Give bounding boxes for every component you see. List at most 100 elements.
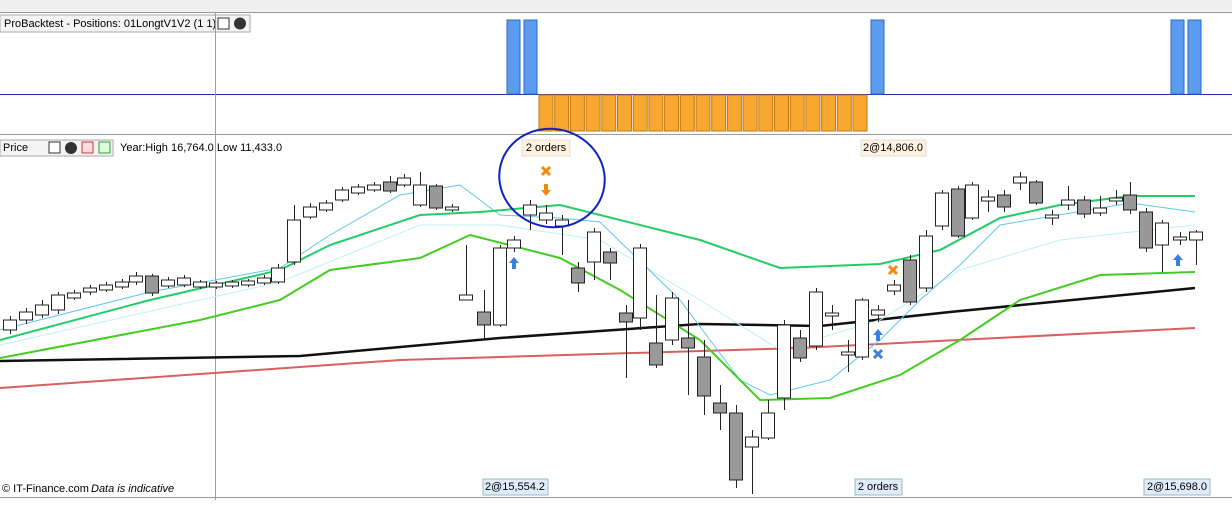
candle-body	[67, 292, 81, 299]
hand-drawn-circle	[498, 127, 606, 229]
order-label-box	[1143, 478, 1211, 496]
candle-body	[319, 202, 333, 211]
short-bar	[821, 94, 837, 132]
candle-body	[571, 267, 585, 284]
candle-body	[193, 281, 207, 288]
candle-body	[523, 204, 537, 216]
candle-body	[745, 436, 759, 448]
up-arrow	[509, 257, 519, 269]
short-bar	[758, 94, 774, 132]
candle-body	[1139, 211, 1153, 249]
candle-body	[1045, 214, 1059, 219]
candle-body	[665, 297, 679, 341]
candle-body	[777, 324, 791, 399]
candle-body	[413, 184, 427, 206]
candle-body	[919, 235, 933, 289]
candles	[3, 165, 1203, 494]
cross-marker	[887, 264, 899, 276]
candle-body	[271, 267, 285, 283]
short-bar	[805, 94, 821, 132]
candle-body	[303, 206, 317, 218]
cross-marker	[872, 348, 884, 360]
down-arrow	[541, 184, 551, 196]
candle-body	[887, 284, 901, 292]
ma-line	[0, 286, 1196, 363]
close-button[interactable]	[65, 142, 77, 154]
ma-line	[0, 327, 1196, 389]
position-bars	[506, 19, 1202, 132]
candle-body	[965, 184, 979, 219]
up-button[interactable]	[98, 141, 111, 154]
candle-body	[493, 247, 507, 326]
candle-body	[539, 212, 553, 221]
candle-body	[1109, 197, 1123, 202]
short-bar	[554, 94, 570, 132]
candle-body	[35, 304, 49, 316]
candle-body	[445, 206, 459, 211]
candle-body	[257, 277, 271, 284]
candle-body	[397, 177, 411, 186]
panel-header	[0, 14, 251, 33]
long-bar	[1187, 19, 1202, 95]
ma-line	[0, 224, 1196, 351]
candle-body	[83, 287, 97, 293]
candle-body	[681, 337, 695, 349]
candle-body	[903, 259, 917, 303]
candle-body	[209, 282, 223, 288]
order-label-box	[860, 139, 927, 157]
candle-body	[1173, 236, 1187, 241]
maximize-button[interactable]	[217, 17, 230, 30]
short-bar	[679, 94, 695, 132]
close-button[interactable]	[234, 17, 246, 30]
short-bar	[664, 94, 680, 132]
candle-body	[793, 337, 807, 359]
short-bar	[789, 94, 805, 132]
candle-body	[619, 312, 633, 323]
candle-body	[1029, 181, 1043, 204]
candle-body	[367, 184, 381, 191]
candle-body	[761, 412, 775, 439]
candle-body	[287, 219, 301, 263]
down-button[interactable]	[81, 141, 94, 154]
candle-body	[729, 412, 743, 481]
candle-body	[603, 251, 617, 264]
candle-body	[981, 196, 995, 202]
candle-body	[1093, 207, 1107, 214]
order-label-box	[854, 478, 903, 496]
footer-note: Data is indicative	[91, 483, 174, 495]
footer-source: © IT-Finance.com	[2, 483, 89, 495]
long-bar	[1170, 19, 1185, 95]
short-bar	[617, 94, 632, 132]
candle-body	[383, 181, 397, 192]
candle-body	[1123, 194, 1137, 211]
candle-body	[713, 402, 727, 414]
order-label-box	[521, 139, 571, 157]
candle-body	[809, 291, 823, 347]
candle-body	[587, 231, 601, 263]
candle-body	[477, 311, 491, 326]
candle-body	[115, 281, 129, 288]
order-label: 2@14,806.0	[863, 142, 923, 154]
long-bar	[870, 19, 885, 95]
short-bar	[836, 94, 852, 132]
panel-title: ProBacktest - Positions: 01LongtV1V2 (1 …	[4, 18, 216, 30]
candle-body	[1061, 199, 1075, 206]
candle-body	[507, 239, 521, 249]
short-bar	[585, 94, 601, 132]
candle-body	[145, 275, 159, 294]
candle-body	[225, 281, 239, 287]
order-label: 2 orders	[858, 481, 899, 493]
candle-body	[3, 319, 17, 331]
short-bar	[601, 94, 617, 132]
order-label-box	[482, 478, 549, 496]
ma-line	[0, 233, 1196, 402]
short-bar	[632, 94, 648, 132]
window-button[interactable]	[48, 141, 61, 154]
short-bar	[711, 94, 727, 132]
top-strip	[0, 0, 1232, 12]
long-bar	[523, 19, 538, 95]
candle-body	[177, 277, 191, 286]
indicator-lines	[0, 184, 1196, 402]
